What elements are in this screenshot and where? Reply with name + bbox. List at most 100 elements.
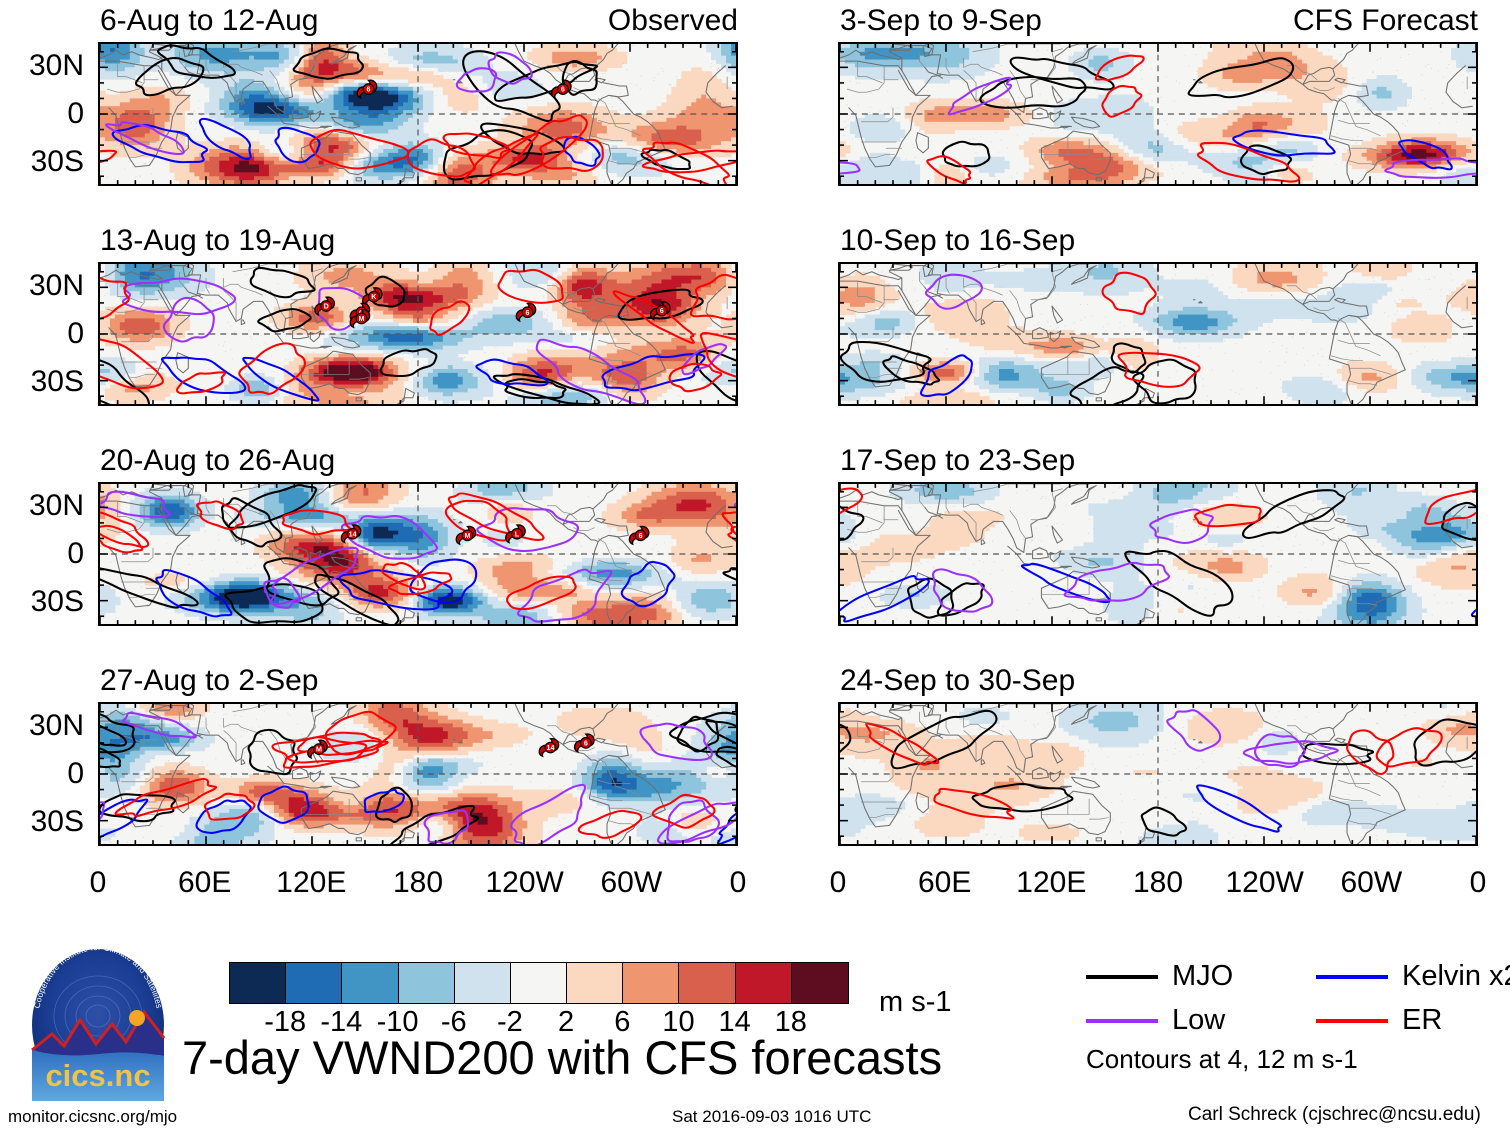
storm-marker[interactable]: M [349,308,371,329]
x-axis-label: 120E [276,868,346,898]
legend-label: Kelvin x2 [1402,962,1510,991]
y-axis-label: 30S [0,367,84,397]
storm-label: M [358,316,364,323]
x-axis-label: 60W [1340,868,1402,898]
map-panel[interactable] [838,482,1478,626]
axis-ticks [840,44,1476,184]
storm-label: 6 [367,87,371,94]
reference-lines [840,704,1476,844]
anomaly-shading [100,264,736,404]
panel-corner-label: CFS Forecast [0,6,1478,36]
storm-label: K [371,294,377,301]
map-panel[interactable]: DKCM66 [98,262,738,406]
colorbar-swatch [679,963,736,1003]
x-axis-label: 120W [1225,868,1303,898]
panel-corner-label: Observed [0,6,738,36]
reference-lines [840,484,1476,624]
colorbar-swatch [791,963,848,1003]
storm-marker[interactable]: M [307,739,328,760]
wave-contours [100,44,736,184]
axis-ticks [840,704,1476,844]
storm-marker[interactable]: 6 [551,79,572,100]
y-axis-label: 0 [0,319,84,349]
storm-label: 14 [546,745,554,752]
wave-contours [840,487,1476,623]
map-svg [840,704,1476,844]
storm-markers: 14 M L 6 [340,524,650,546]
colorbar-swatch [286,963,343,1003]
panel-title: 6-Aug to 12-Aug [100,6,318,36]
storm-label: 6 [584,740,588,747]
colorbar [229,962,849,1004]
x-axis-label: 180 [1133,868,1183,898]
map-panel[interactable] [838,262,1478,406]
storm-marker[interactable]: M [455,525,477,546]
colorbar-tick-label: -6 [441,1008,467,1037]
colorbar-swatch [398,963,455,1003]
storm-marker[interactable]: 6 [573,733,595,753]
cics-logo: cics.nc Cooperative Institute for Climat… [22,942,174,1104]
wave-contours [840,709,1476,837]
colorbar-swatch [735,963,792,1003]
storm-markers: M 14 6 [307,733,595,760]
legend-item: Kelvin x2 [1316,962,1510,991]
country-borders [846,44,1468,166]
panel-title: 3-Sep to 9-Sep [840,6,1042,36]
storm-marker[interactable]: 6 [628,525,650,546]
axis-ticks [840,484,1476,624]
storm-label: 6 [660,308,664,315]
stipple-texture [840,264,1471,404]
storm-marker[interactable]: 14 [340,524,362,544]
wave-legend: MJO Kelvin x2 Low ER [1086,962,1510,1052]
colorbar-swatch [510,963,568,1003]
y-axis-label: 30N [0,271,84,301]
storm-marker[interactable]: D [314,296,336,316]
legend-label: ER [1402,1006,1442,1035]
colorbar-swatch [454,963,511,1003]
map-svg [840,44,1476,184]
storm-marker[interactable]: L [505,524,526,544]
x-axis-label: 120W [485,868,563,898]
footer-site[interactable]: monitor.cicsnc.org/mjo [8,1108,177,1125]
axis-ticks [840,264,1476,404]
legend-line [1316,1018,1388,1023]
x-axis-label: 60E [918,868,971,898]
y-axis-label: 30S [0,807,84,837]
anomaly-shading [100,704,736,844]
map-svg: 14 M L 6 [100,484,736,624]
colorbar-tick-label: 10 [662,1008,694,1037]
y-axis-label: 30S [0,147,84,177]
axis-ticks [100,264,736,404]
map-panel[interactable] [838,42,1478,186]
storm-marker[interactable]: 6 [649,301,671,321]
colorbar-swatch [230,963,287,1003]
map-svg: M 14 6 [100,704,736,844]
y-axis-label: 30N [0,491,84,521]
main-title: 7-day VWND200 with CFS forecasts [182,1034,942,1081]
storm-marker[interactable]: 6 [515,302,537,323]
map-svg [840,484,1476,624]
map-panel[interactable] [838,702,1478,846]
wave-contours [840,54,1476,184]
map-panel[interactable]: M 14 6 [98,702,738,846]
colorbar-units: m s-1 [879,988,952,1017]
x-axis-label: 0 [830,868,847,898]
reference-lines [840,264,1476,404]
legend-item: Low [1086,1006,1225,1035]
y-axis-label: 0 [0,539,84,569]
stipple-texture [103,265,736,404]
reference-lines [840,44,1476,184]
country-borders [846,264,1468,386]
map-panel[interactable]: 14 M L 6 [98,482,738,626]
colorbar-tick-label: -18 [264,1008,306,1037]
axis-ticks [100,704,736,844]
legend-label: Low [1172,1006,1225,1035]
storm-marker[interactable]: 14 [538,738,560,758]
storm-label: L [515,531,520,538]
storm-marker[interactable]: 6 [356,79,378,100]
legend-label: MJO [1172,962,1233,991]
storm-markers: DKCM66 [314,287,671,329]
reference-lines [100,484,736,624]
